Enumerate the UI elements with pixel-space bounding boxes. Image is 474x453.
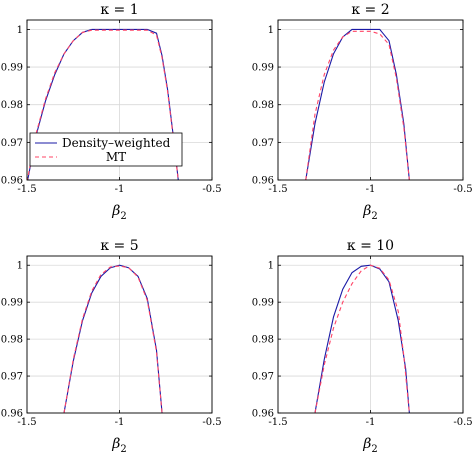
- x-axis-label: β2: [111, 436, 126, 453]
- panel-3: 0.96 0.97 0.98 0.99 1 -1.5 -1 -0.5 κ = 5 β2: [1, 238, 222, 453]
- y-tick-label: 1: [268, 25, 274, 36]
- y-tick-label: 1: [17, 25, 23, 36]
- legend-label-density-weighted: Density–weighted: [62, 136, 171, 150]
- y-tick-label: 0.98: [252, 335, 274, 346]
- x-tick-label: -0.5: [453, 417, 472, 428]
- series-mt-line: [314, 264, 410, 413]
- series-density-weighted-line: [314, 264, 410, 413]
- panel-1: 0.96 0.97 0.98 0.99 1 -1.5 -1 -0.5 κ = 1 β2 Densit…: [1, 2, 222, 222]
- y-tick-label: 0.98: [252, 100, 274, 111]
- y-tick-label: 0.99: [252, 63, 274, 74]
- x-tick-label: -1: [115, 417, 125, 428]
- y-tick-label: 0.96: [1, 409, 23, 420]
- x-tick-label: -1: [366, 184, 376, 195]
- x-axis-label: β2: [362, 203, 377, 222]
- y-tick-label: 0.96: [1, 176, 23, 187]
- y-tick-label: 1: [17, 261, 23, 272]
- x-tick-label: -0.5: [202, 184, 221, 195]
- panel-title: κ = 5: [100, 238, 138, 254]
- y-tick-label: 0.97: [1, 138, 23, 149]
- x-tick-label: -1: [366, 417, 376, 428]
- legend-label-mt: MT: [106, 150, 126, 164]
- y-tick-label: 0.98: [1, 100, 23, 111]
- panel-4: 0.96 0.97 0.98 0.99 1 -1.5 -1 -0.5 κ = 10 β2: [252, 238, 473, 453]
- panel-title: κ = 1: [100, 2, 138, 18]
- panel-title: κ = 2: [351, 2, 389, 18]
- legend-box: [29, 132, 183, 167]
- y-tick-label: 0.97: [252, 372, 274, 383]
- panel-title: κ = 10: [347, 238, 394, 254]
- y-tick-label: 0.98: [1, 335, 23, 346]
- x-tick-label: -1.5: [268, 417, 287, 428]
- y-tick-label: 0.96: [252, 409, 274, 420]
- x-tick-label: -0.5: [202, 417, 221, 428]
- x-axis-label: β2: [362, 436, 377, 453]
- x-tick-label: -0.5: [453, 184, 472, 195]
- y-tick-label: 0.99: [252, 298, 274, 309]
- y-tick-label: 0.97: [252, 138, 274, 149]
- y-tick-label: 0.97: [1, 372, 23, 383]
- series-density-weighted-line: [305, 28, 410, 180]
- x-tick-label: -1.5: [17, 417, 36, 428]
- x-tick-label: -1: [115, 184, 125, 195]
- x-axis-label: β2: [111, 203, 126, 222]
- x-tick-label: -1.5: [268, 184, 287, 195]
- y-tick-label: 1: [268, 261, 274, 272]
- y-tick-label: 0.99: [1, 63, 23, 74]
- series-mt-line: [27, 29, 179, 180]
- panel-2: 0.96 0.97 0.98 0.99 1 -1.5 -1 -0.5 κ = 2 β2: [252, 2, 473, 222]
- x-tick-label: -1.5: [17, 184, 36, 195]
- y-tick-label: 0.96: [252, 176, 274, 187]
- y-tick-label: 0.99: [1, 298, 23, 309]
- series-mt-line: [305, 30, 410, 180]
